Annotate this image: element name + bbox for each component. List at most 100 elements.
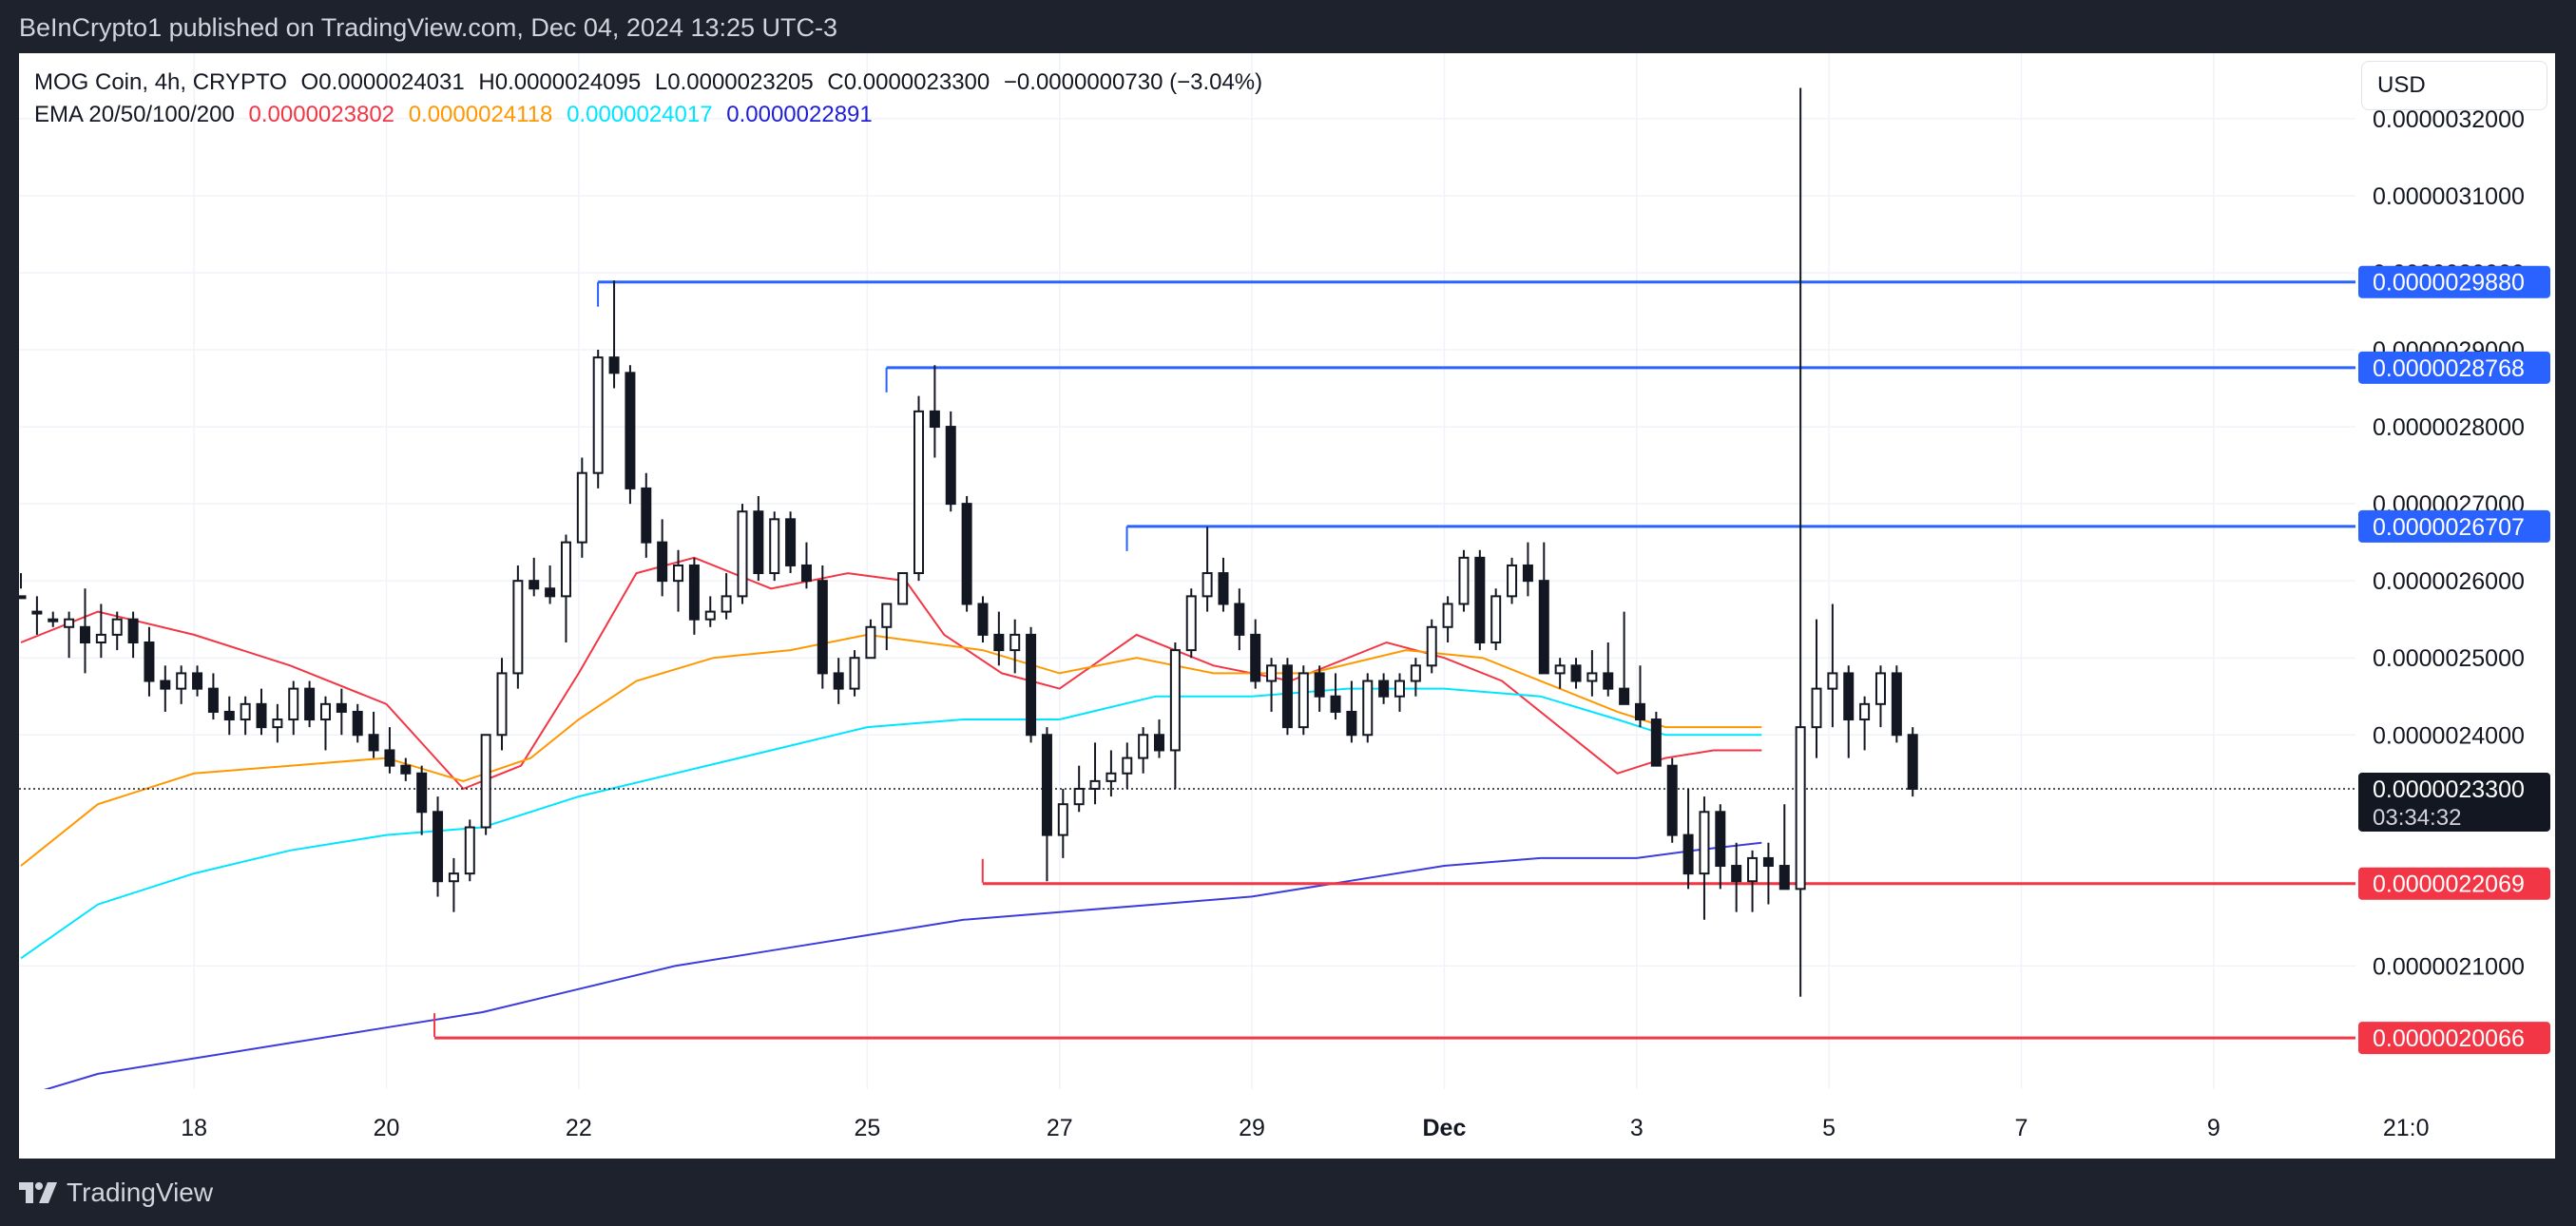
candle-body[interactable]	[496, 672, 508, 737]
candle-body[interactable]	[961, 503, 972, 605]
candle-body[interactable]	[657, 541, 668, 583]
candle-body[interactable]	[1105, 772, 1117, 782]
tradingview-logo[interactable]: TradingView	[19, 1178, 213, 1208]
candle-body[interactable]	[1538, 580, 1549, 675]
candle-body[interactable]	[1009, 633, 1021, 652]
candle-body[interactable]	[641, 487, 652, 544]
resistance-level-badge[interactable]	[2358, 351, 2550, 384]
candle-body[interactable]	[1169, 649, 1181, 752]
candle-body[interactable]	[865, 625, 876, 660]
candle-body[interactable]	[1634, 702, 1645, 721]
candle-body[interactable]	[1619, 687, 1630, 705]
candle-body[interactable]	[512, 580, 524, 675]
candle-body[interactable]	[111, 618, 123, 636]
candle-body[interactable]	[529, 580, 540, 590]
candle-body[interactable]	[897, 572, 909, 605]
candle-body[interactable]	[1122, 757, 1133, 775]
candle-body[interactable]	[1185, 595, 1197, 652]
candle-body[interactable]	[336, 702, 347, 713]
candle-body[interactable]	[1314, 672, 1325, 698]
candle-body[interactable]	[1442, 603, 1453, 628]
candle-body[interactable]	[769, 518, 780, 575]
candle-body[interactable]	[1026, 633, 1037, 737]
candle-body[interactable]	[929, 410, 940, 429]
candle-body[interactable]	[368, 734, 379, 752]
candle-body[interactable]	[1394, 680, 1405, 698]
candle-body[interactable]	[1843, 672, 1855, 721]
candle-body[interactable]	[352, 710, 363, 737]
candle-body[interactable]	[1778, 865, 1790, 891]
currency-button[interactable]: USD	[2361, 61, 2547, 110]
candle-body[interactable]	[1234, 603, 1245, 636]
candle-body[interactable]	[1731, 865, 1742, 883]
candle-body[interactable]	[1507, 564, 1518, 598]
candle-body[interactable]	[1762, 856, 1774, 868]
candle-body[interactable]	[913, 410, 925, 575]
candle-body[interactable]	[625, 372, 636, 489]
candle-body[interactable]	[1666, 764, 1678, 836]
candle-body[interactable]	[1795, 726, 1806, 891]
candle-body[interactable]	[1699, 811, 1710, 875]
chart-pane[interactable]: 0.00000320000.00000310000.00000300000.00…	[19, 53, 2555, 1159]
candle-body[interactable]	[1298, 672, 1309, 729]
candle-body[interactable]	[560, 541, 571, 598]
candle-body[interactable]	[1346, 710, 1357, 737]
candle-body[interactable]	[79, 625, 90, 643]
candle-body[interactable]	[416, 772, 428, 814]
candle-body[interactable]	[977, 603, 989, 636]
candle-body[interactable]	[433, 811, 444, 883]
candle-body[interactable]	[576, 471, 587, 544]
candle-body[interactable]	[673, 564, 684, 583]
support-level-badge[interactable]	[2358, 867, 2550, 900]
candle-body[interactable]	[1554, 664, 1566, 675]
candle-body[interactable]	[160, 680, 171, 690]
candle-body[interactable]	[1089, 779, 1101, 790]
candle-body[interactable]	[1811, 687, 1822, 729]
candle-body[interactable]	[64, 618, 75, 628]
candlestick-chart[interactable]: 0.00000320000.00000310000.00000300000.00…	[19, 53, 2555, 1159]
candle-body[interactable]	[737, 510, 748, 598]
candle-body[interactable]	[1362, 680, 1374, 737]
candle-body[interactable]	[1522, 564, 1533, 583]
candle-body[interactable]	[31, 610, 43, 615]
candle-body[interactable]	[1073, 787, 1085, 806]
candle-body[interactable]	[176, 672, 187, 690]
candle-body[interactable]	[384, 749, 395, 767]
candle-body[interactable]	[1715, 811, 1726, 868]
candle-body[interactable]	[1747, 856, 1759, 883]
candle-body[interactable]	[1682, 833, 1694, 875]
candle-body[interactable]	[1378, 680, 1390, 698]
candle-body[interactable]	[1570, 664, 1582, 682]
candle-body[interactable]	[849, 657, 860, 690]
candle-body[interactable]	[753, 510, 764, 575]
candle-body[interactable]	[464, 826, 475, 875]
candle-body[interactable]	[1586, 672, 1598, 682]
candle-body[interactable]	[223, 710, 235, 721]
candle-body[interactable]	[207, 687, 219, 713]
candle-body[interactable]	[1410, 664, 1421, 682]
candle-body[interactable]	[833, 672, 844, 690]
candle-body[interactable]	[144, 641, 155, 682]
candle-body[interactable]	[1490, 595, 1502, 643]
candle-body[interactable]	[1891, 672, 1902, 737]
candle-body[interactable]	[721, 595, 732, 613]
candle-body[interactable]	[1281, 664, 1293, 729]
candle-body[interactable]	[1426, 625, 1437, 667]
candle-body[interactable]	[1650, 718, 1662, 767]
candle-body[interactable]	[319, 702, 331, 721]
candle-body[interactable]	[1827, 672, 1838, 690]
candle-body[interactable]	[1474, 556, 1486, 643]
support-level-badge[interactable]	[2358, 1022, 2550, 1055]
candle-body[interactable]	[1250, 633, 1261, 682]
candle-body[interactable]	[1330, 695, 1341, 713]
candle-body[interactable]	[688, 564, 700, 621]
candle-body[interactable]	[1266, 664, 1278, 682]
candle-body[interactable]	[1874, 672, 1886, 705]
candle-body[interactable]	[1458, 556, 1470, 605]
resistance-level-badge[interactable]	[2358, 509, 2550, 543]
candle-body[interactable]	[240, 702, 251, 721]
resistance-level-badge[interactable]	[2358, 265, 2550, 298]
candle-body[interactable]	[704, 610, 716, 621]
candle-body[interactable]	[1907, 734, 1918, 790]
candle-body[interactable]	[545, 587, 556, 598]
